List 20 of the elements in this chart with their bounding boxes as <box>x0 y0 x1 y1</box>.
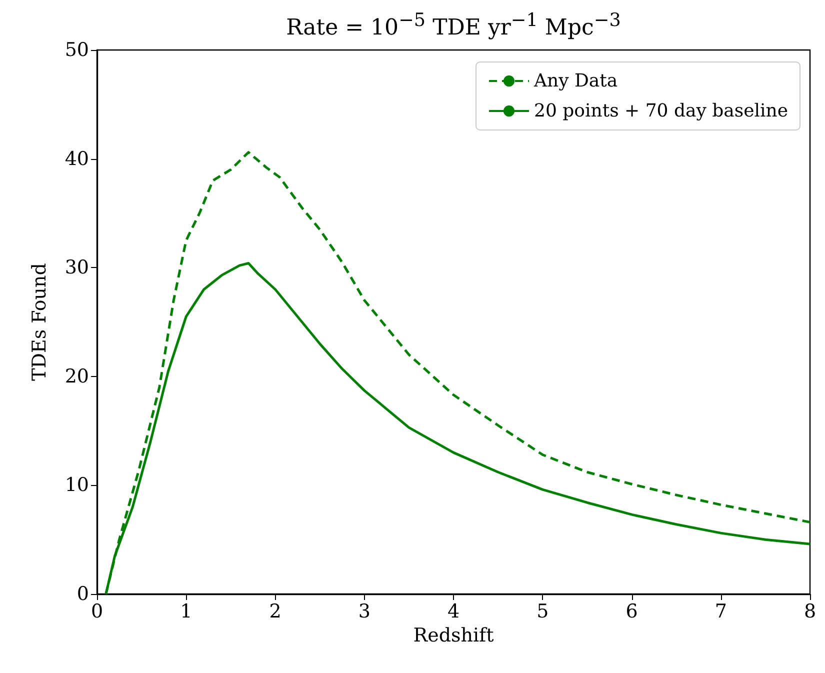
legend-label: 20 points + 70 day baseline <box>534 100 788 122</box>
x-tick-label: 7 <box>714 600 727 622</box>
y-tick-label: 30 <box>64 256 89 279</box>
x-tick-label: 6 <box>626 600 638 622</box>
legend-label: Any Data <box>532 70 618 92</box>
x-tick-label: 8 <box>804 600 816 622</box>
x-tick-label: 1 <box>180 600 192 622</box>
chart-title: Rate = 10$^{−5}$ TDE yr$^{−1}$ Mpc$^{−3}$ <box>285 10 622 40</box>
y-tick-label: 20 <box>64 365 89 388</box>
x-tick-label: 2 <box>269 600 282 622</box>
x-tick-label: 3 <box>358 600 370 622</box>
y-tick-label: 40 <box>64 148 89 170</box>
y-tick-label: 50 <box>64 39 89 61</box>
y-tick-label: 0 <box>76 583 89 605</box>
x-axis-title: Redshift <box>413 624 494 646</box>
x-tick-label: 5 <box>536 600 549 622</box>
x-tick-label: 0 <box>90 600 104 622</box>
y-tick-label: 10 <box>64 474 89 496</box>
y-axis-title: TDEs Found <box>28 263 50 381</box>
x-tick-label: 4 <box>447 600 460 622</box>
